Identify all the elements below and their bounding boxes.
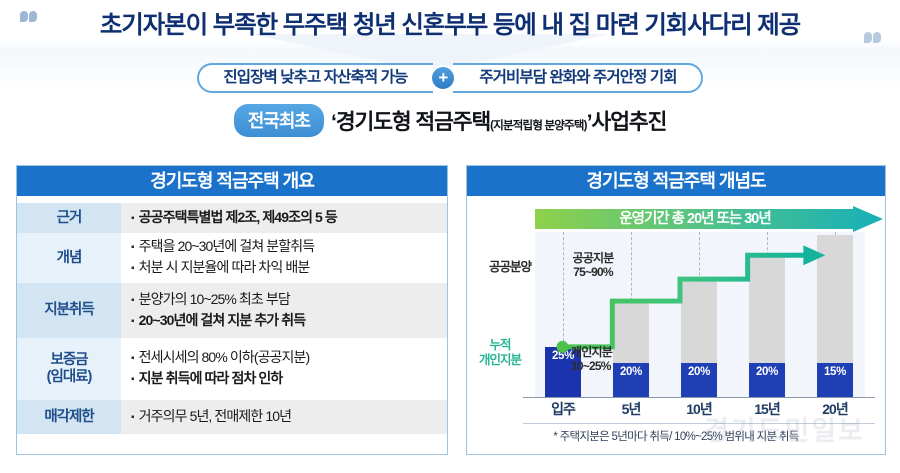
label-private-share-line1: 개인지분 xyxy=(571,345,613,359)
overview-panel-title: 경기도형 적금주택 개요 xyxy=(17,166,447,196)
label-private-share: 개인지분 10~25% xyxy=(571,345,653,373)
bar-private-share-3: 20% xyxy=(749,363,785,397)
bar-label-1: 20% xyxy=(619,366,643,378)
overview-table: 근거 공공주택특별법 제2조, 제49조의 5 등 개념 주택을 20~30년에… xyxy=(17,203,447,434)
row-label: 근거 xyxy=(17,203,121,233)
x-axis-line xyxy=(523,397,875,398)
plot-area: 25% 20% 20% 20% xyxy=(467,232,885,454)
label-private-share-line2: 10~25% xyxy=(571,359,611,373)
table-row: 매각제한 거주의무 5년, 전매제한 10년 xyxy=(17,400,447,434)
table-row: 보증금 (임대료) 전세시세의 80% 이하(공공지분) 지분 취득에 따라 점… xyxy=(17,338,447,400)
bar-private-share-4: 15% xyxy=(817,363,853,397)
concept-panel-title: 경기도형 적금주택 개념도 xyxy=(467,166,885,196)
row-label: 매각제한 xyxy=(17,400,121,434)
row-label-line2: (임대료) xyxy=(46,369,93,385)
label-cumulative-line1: 누적 xyxy=(489,338,511,352)
label-cumulative-line2: 개인지분 xyxy=(478,353,522,367)
quote-mark-left-icon xyxy=(20,9,38,22)
operating-period-label: 운영기간 총 20년 또는 30년 xyxy=(619,211,771,227)
row-value: 공공주택특별법 제2조, 제49조의 5 등 xyxy=(121,203,447,233)
label-public-share-line1: 공공지분 xyxy=(572,251,615,265)
label-public-supply: 공공분양 xyxy=(488,260,532,274)
overview-panel: 경기도형 적금주택 개요 근거 공공주택특별법 제2조, 제49조의 5 등 개… xyxy=(16,165,448,455)
benefit-pill-right: 주거비부담 완화와 주거안정 기회 xyxy=(453,63,703,93)
bullet-item: 처분 시 지분율에 따라 차익 배분 xyxy=(131,258,441,279)
x-axis-label-3: 15년 xyxy=(754,401,780,417)
row-label: 개념 xyxy=(17,233,121,283)
label-public-share: 공공지분 75~90% xyxy=(553,251,633,279)
row-value: 전세시세의 80% 이하(공공지분) 지분 취득에 따라 점차 인하 xyxy=(121,338,447,400)
bullet-item: 거주의무 5년, 전매제한 10년 xyxy=(131,407,441,428)
x-axis-label-0: 입주 xyxy=(551,401,576,417)
row-label: 보증금 (임대료) xyxy=(17,338,121,400)
bars-wrap: 25% 20% 20% 20% xyxy=(467,232,885,397)
first-in-nation-badge: 전국최초 xyxy=(233,104,324,137)
bullet-item: 공공주택특별법 제2조, 제49조의 5 등 xyxy=(131,208,441,229)
concept-panel: 경기도형 적금주택 개념도 운영기간 총 20년 또는 30년 xyxy=(466,165,886,455)
table-row: 근거 공공주택특별법 제2조, 제49조의 5 등 xyxy=(17,203,447,233)
program-subtitle-open: ‘경기도형 적금주택 xyxy=(330,110,491,134)
plus-icon: + xyxy=(432,67,455,89)
bar-label-3: 20% xyxy=(755,366,779,378)
program-subtitle: ‘경기도형 적금주택(지분적립형 분양주택)’사업추진 xyxy=(330,105,668,136)
x-axis-line-lower xyxy=(523,423,875,424)
x-axis-label-1: 5년 xyxy=(621,401,642,417)
bar-private-share-1: 20% xyxy=(613,363,649,397)
x-axis-label-2: 10년 xyxy=(686,401,712,417)
bullet-item: 주택을 20~30년에 걸쳐 분할취득 xyxy=(131,237,441,258)
bar-private-share-0: 25% xyxy=(545,347,581,397)
chart-footnote: * 주택지분은 5년마다 취득/ 10%~25% 범위내 지분 취득 xyxy=(553,431,799,443)
bar-label-4: 15% xyxy=(823,366,847,378)
operating-period-arrow-shape xyxy=(535,206,883,232)
bar-label-2: 20% xyxy=(687,366,711,378)
benefit-pill-row: 진입장벽 낮추고 자산축적 가능 + 주거비부담 완화와 주거안정 기회 xyxy=(0,63,900,93)
table-row: 개념 주택을 20~30년에 걸쳐 분할취득 처분 시 지분율에 따라 차익 배… xyxy=(17,233,447,283)
bar-private-share-2: 20% xyxy=(681,363,717,397)
hero-header: 초기자본이 부족한 무주택 청년 신혼부부 등에 내 집 마련 기회사다리 제공… xyxy=(0,0,900,150)
concept-chart: 운영기간 총 20년 또는 30년 25% xyxy=(467,196,885,454)
bullet-item: 지분 취득에 따라 점차 인하 xyxy=(131,369,441,390)
bullet-item: 분양가의 10~25% 최초 부담 xyxy=(131,290,441,311)
quote-mark-right-icon xyxy=(864,30,882,43)
subtitle-row: 전국최초 ‘경기도형 적금주택(지분적립형 분양주택)’사업추진 xyxy=(0,104,900,139)
row-label-line1: 보증금 xyxy=(50,352,88,368)
row-value: 주택을 20~30년에 걸쳐 분할취득 처분 시 지분율에 따라 차익 배분 xyxy=(121,233,447,283)
page-title: 초기자본이 부족한 무주택 청년 신혼부부 등에 내 집 마련 기회사다리 제공 xyxy=(99,12,801,39)
panels-region: 경기도형 적금주택 개요 근거 공공주택특별법 제2조, 제49조의 5 등 개… xyxy=(0,160,900,465)
table-row: 지분취득 분양가의 10~25% 최초 부담 20~30년에 걸쳐 지분 추가 … xyxy=(17,283,447,338)
benefit-pill-left: 진입장벽 낮추고 자산축적 가능 xyxy=(197,63,434,93)
label-public-share-line2: 75~90% xyxy=(573,265,613,279)
row-label: 지분취득 xyxy=(17,283,121,338)
x-axis-label-4: 20년 xyxy=(822,401,848,417)
bullet-item: 전세시세의 80% 이하(공공지분) xyxy=(131,348,441,369)
program-subtitle-paren: (지분적립형 분양주택) xyxy=(490,120,587,132)
row-value: 거주의무 5년, 전매제한 10년 xyxy=(121,400,447,434)
bar-label-0: 25% xyxy=(551,350,575,362)
bullet-item: 20~30년에 걸쳐 지분 추가 취득 xyxy=(131,311,441,332)
program-subtitle-close: ’사업추진 xyxy=(586,110,668,134)
label-cumulative-private-share: 누적 개인지분 xyxy=(469,338,531,368)
operating-period-arrow xyxy=(535,206,883,232)
row-value: 분양가의 10~25% 최초 부담 20~30년에 걸쳐 지분 추가 취득 xyxy=(121,283,447,338)
x-axis-labels: 입주 5년 10년 15년 20년 xyxy=(467,399,885,421)
